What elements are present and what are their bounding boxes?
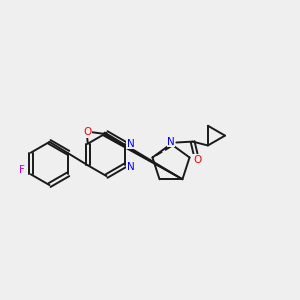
Text: F: F <box>20 165 25 175</box>
Text: N: N <box>127 162 134 172</box>
Polygon shape <box>103 132 183 179</box>
Text: N: N <box>167 136 175 147</box>
Text: N: N <box>127 139 134 149</box>
Text: O: O <box>83 127 91 137</box>
Text: O: O <box>193 154 201 165</box>
